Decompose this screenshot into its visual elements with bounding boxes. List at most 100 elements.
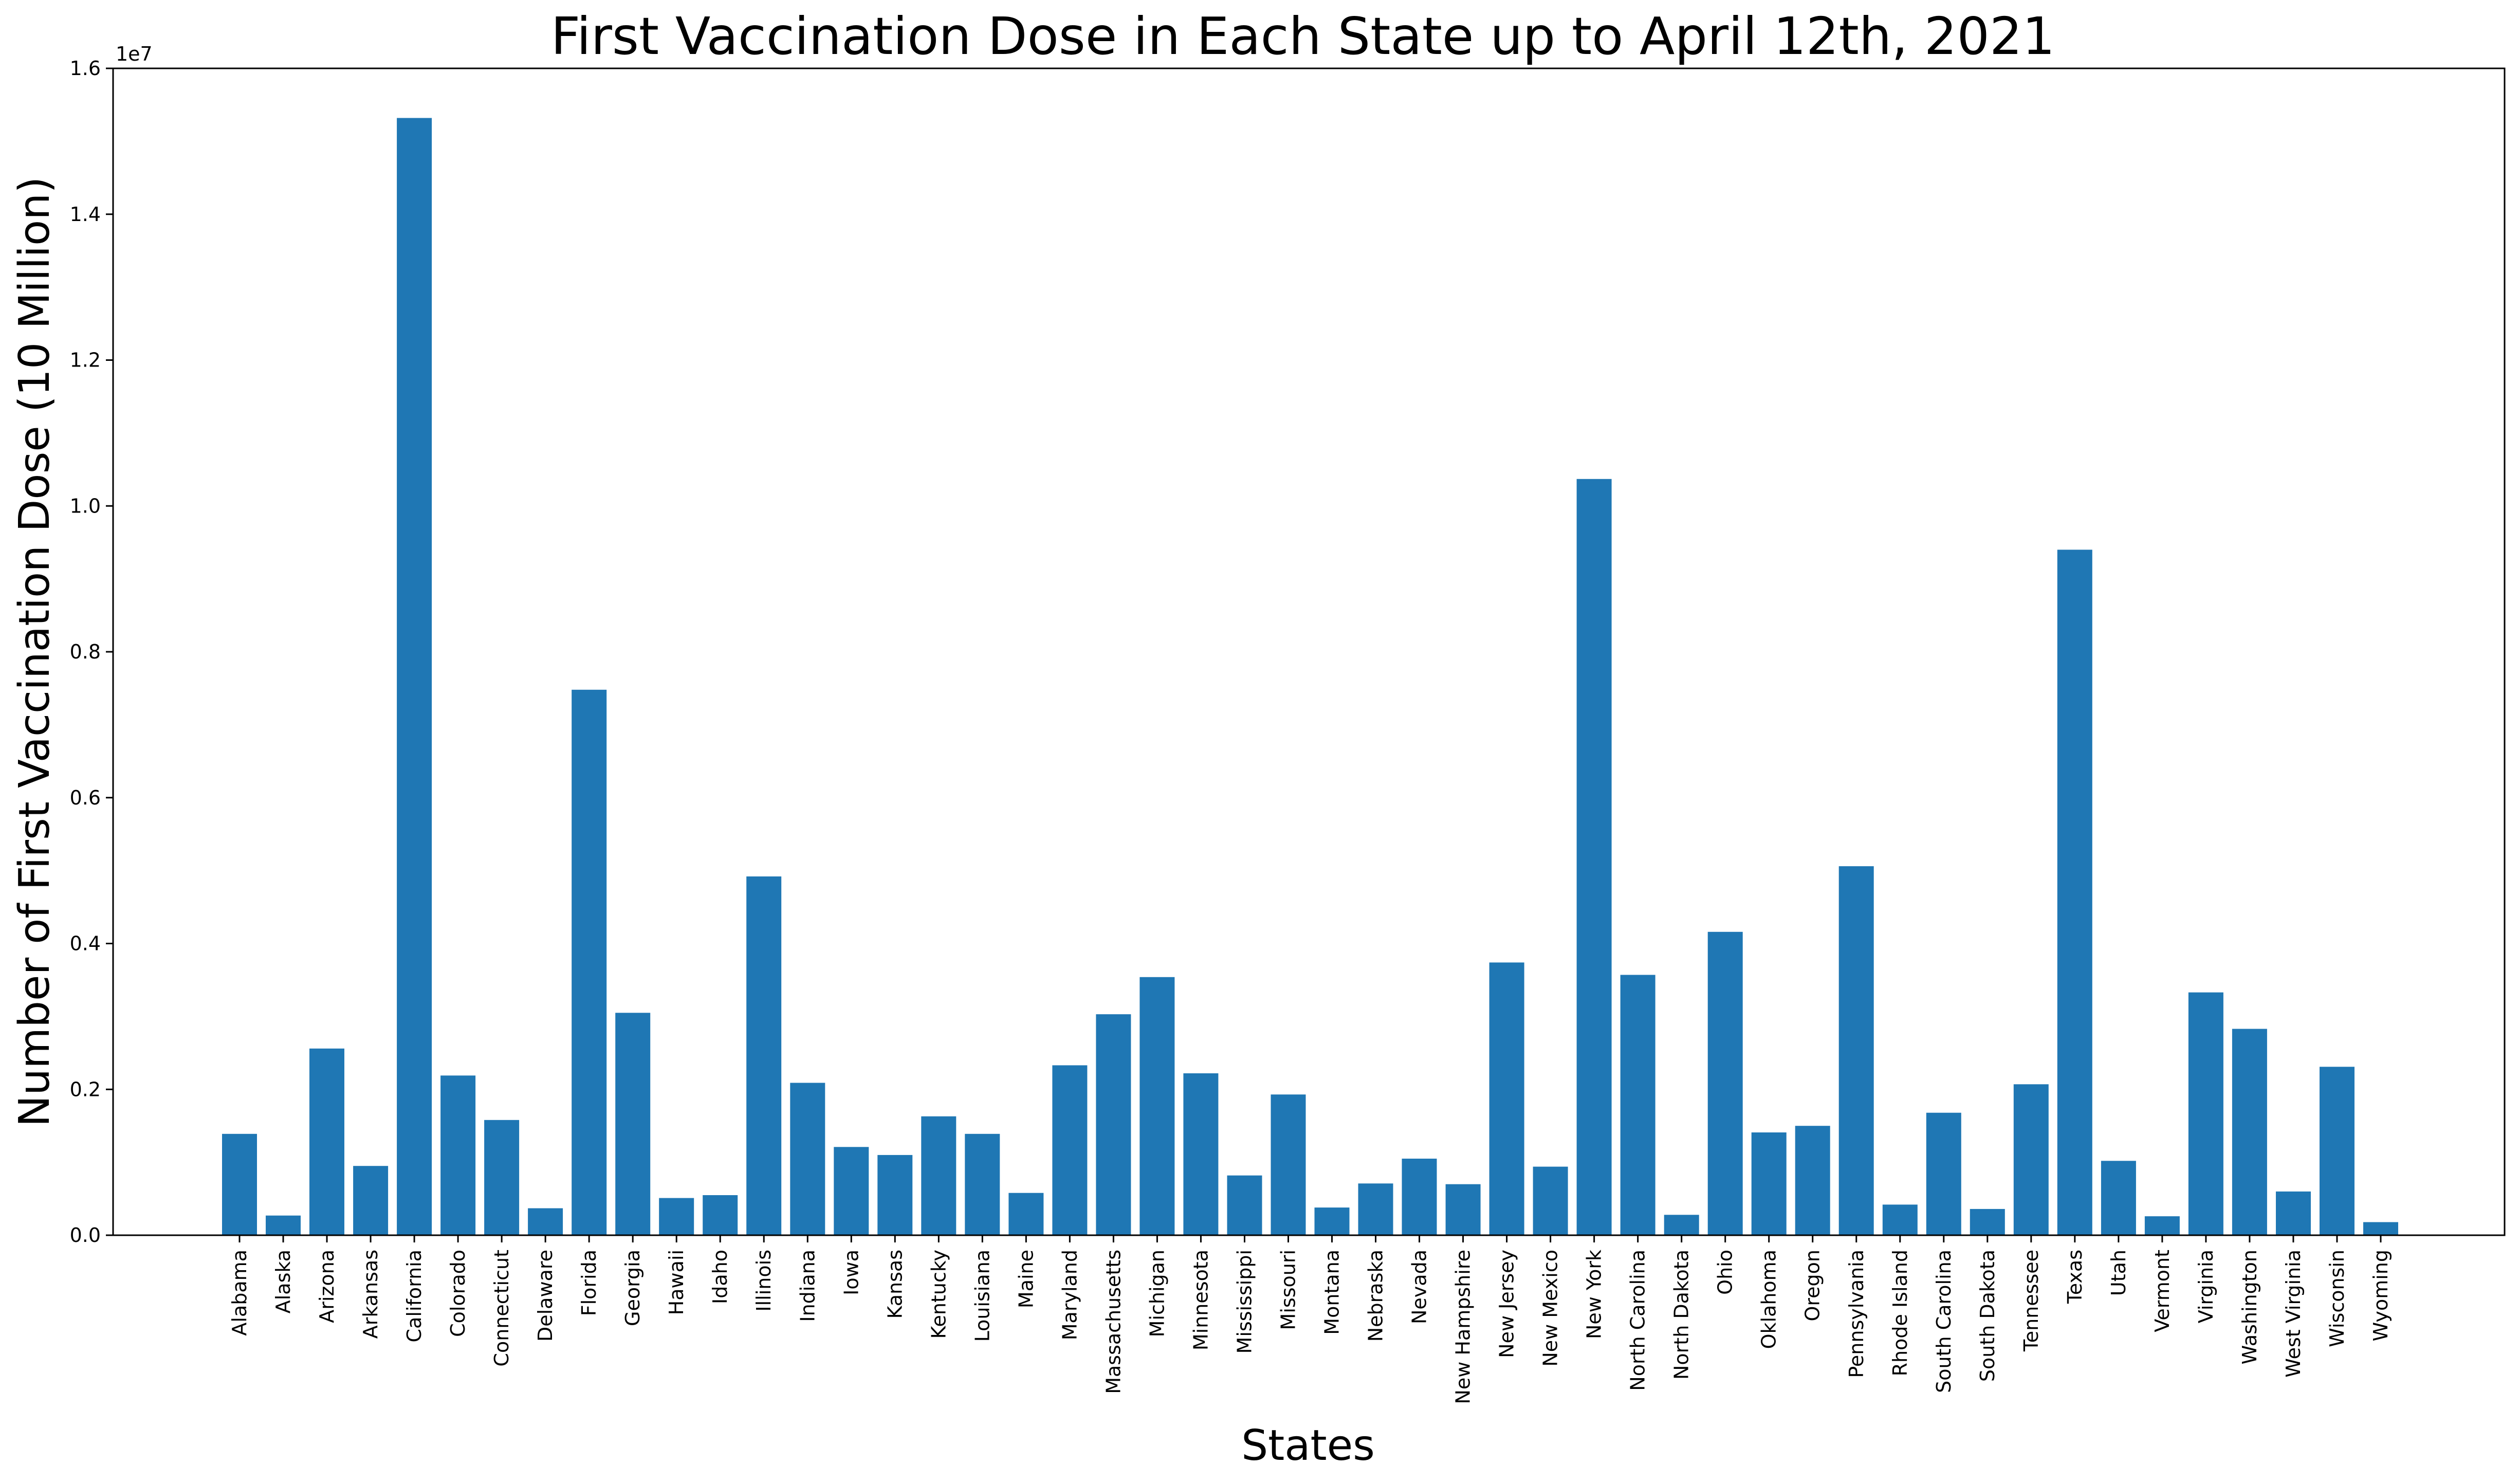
x-tick-label: Kentucky [927,1250,950,1339]
x-tick-label: Idaho [709,1250,731,1304]
x-tick-label: California [403,1250,426,1342]
x-tick-label: Maine [1015,1250,1037,1308]
x-tick-label: Ohio [1714,1250,1737,1295]
bar-kansas [877,1155,913,1235]
bar-mississippi [1227,1175,1262,1235]
bar-arkansas [353,1166,389,1235]
bar-maine [1008,1193,1044,1235]
x-tick-label: Alabama [228,1250,251,1336]
bar-indiana [790,1083,825,1235]
bar-new-mexico [1533,1166,1568,1235]
x-tick-label: Delaware [534,1250,557,1342]
x-tick-label: North Carolina [1627,1250,1649,1391]
x-tick-label: New Hampshire [1452,1250,1475,1404]
bar-west-virginia [2276,1191,2311,1235]
bar-montana [1314,1207,1350,1235]
y-tick-label: 1.4 [70,203,101,226]
y-tick-label: 0.6 [70,786,101,809]
x-tick-label: Nevada [1408,1250,1431,1324]
bar-connecticut [484,1120,520,1235]
bar-massachusetts [1096,1014,1131,1235]
x-tick-label: New Jersey [1496,1250,1518,1358]
bar-missouri [1271,1094,1306,1235]
y-offset-label: 1e7 [116,43,153,65]
bar-alaska [266,1215,301,1235]
bar-arizona [309,1048,344,1235]
x-tick-label: Louisiana [971,1250,994,1342]
bar-delaware [528,1208,563,1235]
x-tick-label: Wyoming [2369,1250,2392,1341]
x-tick-label: Montana [1321,1250,1344,1335]
x-tick-label: Oregon [1801,1250,1824,1322]
x-tick-label: Illinois [752,1250,775,1312]
bar-alabama [222,1133,257,1235]
bar-virginia [2188,992,2223,1235]
bar-michigan [1139,977,1175,1235]
bar-hawaii [659,1198,694,1235]
x-tick-label: South Dakota [1976,1250,1999,1382]
x-tick-label: Arkansas [359,1250,382,1339]
y-tick-label: 0.4 [70,932,101,955]
bar-wisconsin [2320,1067,2355,1235]
x-tick-label: Indiana [796,1250,819,1322]
bar-maryland [1052,1065,1088,1235]
x-tick-label: Wisconsin [2326,1250,2348,1347]
bar-tennessee [2013,1084,2049,1235]
x-tick-label: Mississippi [1233,1250,1256,1353]
x-tick-label: Colorado [447,1250,469,1337]
x-tick-label: Rhode Island [1889,1250,1911,1376]
y-tick-label: 1.0 [70,495,101,517]
bar-new-york [1576,479,1612,1235]
x-tick-label: Georgia [621,1250,644,1326]
plot-frame [112,67,2506,1236]
bar-wyoming [2363,1222,2398,1235]
bar-nebraska [1358,1183,1393,1235]
x-tick-label: Oklahoma [1758,1250,1780,1349]
x-tick-label: Iowa [840,1250,862,1295]
y-tick-label: 0.2 [70,1078,101,1101]
x-tick-label: Arizona [316,1250,338,1323]
y-axis-label: Number of First Vaccination Dose (10 Mil… [10,177,59,1127]
bar-georgia [615,1013,651,1235]
x-tick-label: Vermont [2151,1250,2174,1332]
bar-new-jersey [1489,962,1524,1235]
bar-texas [2057,550,2092,1235]
bar-north-dakota [1664,1215,1699,1235]
bar-pennsylvania [1838,866,1874,1235]
bar-illinois [746,876,782,1235]
x-tick-label: Tennessee [2020,1250,2043,1352]
bar-idaho [703,1195,738,1235]
x-tick-label: West Virginia [2282,1250,2305,1378]
bar-washington [2232,1029,2267,1235]
bar-south-dakota [1970,1209,2005,1235]
x-tick-label: North Dakota [1670,1250,1693,1380]
x-tick-label: Washington [2238,1250,2261,1364]
bar-california [397,118,432,1235]
x-tick-label: Alaska [272,1250,295,1313]
x-tick-label: Hawaii [665,1250,688,1315]
x-tick-label: Utah [2107,1250,2130,1296]
y-tick-label: 1.6 [70,57,101,80]
x-tick-label: Texas [2064,1250,2086,1304]
bar-rhode-island [1882,1204,1918,1235]
bar-colorado [440,1075,476,1235]
bar-new-hampshire [1445,1184,1481,1235]
bar-louisiana [965,1133,1000,1235]
x-tick-label: South Carolina [1933,1250,1955,1393]
x-tick-label: Pennsylvania [1845,1250,1868,1378]
bar-nevada [1402,1159,1437,1235]
x-tick-label: Connecticut [490,1250,513,1367]
y-tick-label: 0.0 [70,1224,101,1247]
x-axis-label: States [1241,1421,1375,1470]
bar-oregon [1795,1126,1830,1235]
bar-kentucky [921,1116,957,1235]
x-tick-label: Kansas [884,1250,906,1319]
x-tick-label: Florida [578,1250,600,1316]
x-tick-label: Massachusetts [1102,1250,1125,1394]
bar-north-carolina [1620,975,1656,1235]
bar-vermont [2144,1216,2180,1235]
bar-florida [572,689,607,1235]
bar-iowa [834,1147,869,1235]
x-tick-label: Michigan [1146,1250,1168,1337]
bar-ohio [1707,931,1743,1235]
